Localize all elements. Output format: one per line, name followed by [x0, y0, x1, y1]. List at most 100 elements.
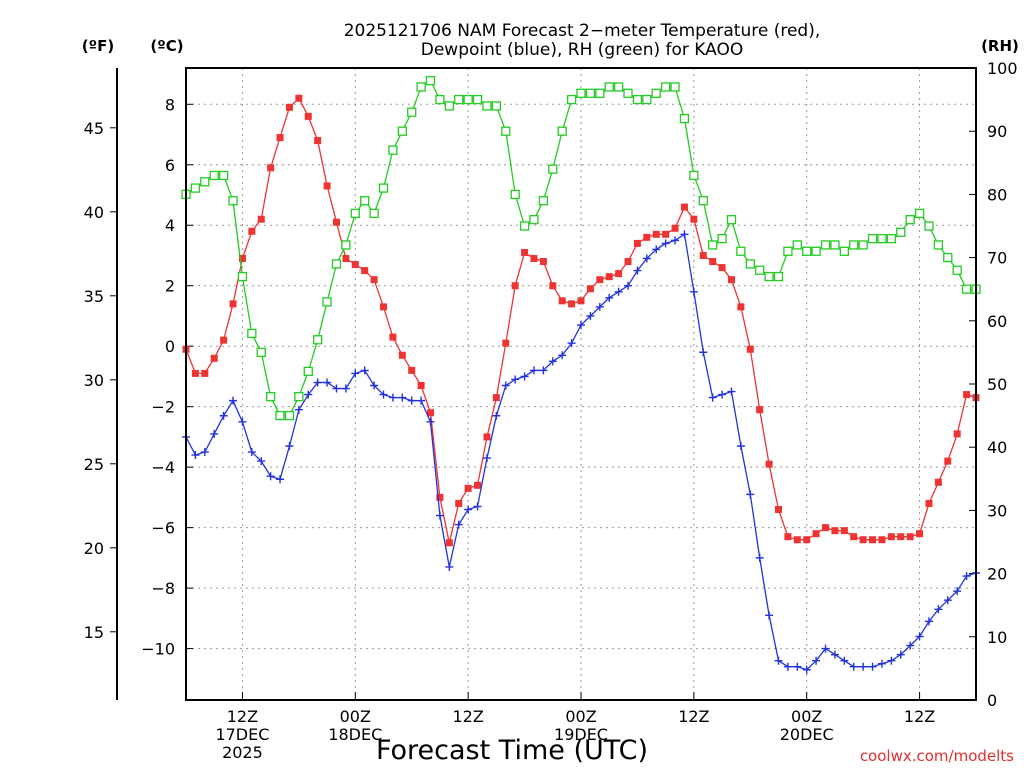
dewpoint-point	[755, 553, 764, 562]
time-tick-label: 2025	[222, 743, 263, 762]
2-meter-temperature-point	[380, 303, 387, 311]
rh-point	[322, 297, 332, 307]
dewpoint-point	[501, 381, 510, 390]
dewpoint-point	[624, 281, 633, 290]
2-meter-temperature-point	[934, 478, 942, 486]
rh-point	[472, 94, 483, 105]
rh-point	[755, 265, 765, 275]
celsius-tick-label: 0	[165, 337, 175, 356]
celsius-tick-label: −8	[151, 579, 175, 598]
chart-title-line-1: 2025121706 NAM Forecast 2−meter Temperat…	[344, 21, 821, 41]
time-tick-label: 12Z	[904, 707, 935, 726]
dewpoint-point	[558, 351, 567, 360]
rh-point	[943, 252, 953, 263]
dewpoint-point	[802, 665, 811, 674]
dewpoint-point	[765, 611, 774, 620]
time-tick-label: 00Z	[340, 707, 371, 726]
dewpoint-point	[247, 448, 256, 457]
2-meter-temperature-point	[521, 248, 529, 256]
rh-point	[736, 246, 746, 256]
celsius-tick-label: −4	[151, 458, 175, 477]
fahrenheit-tick-label: 20	[84, 539, 104, 558]
2-meter-temperature-point	[690, 215, 698, 223]
2-meter-temperature-point	[445, 539, 453, 547]
dewpoint-point	[821, 644, 830, 653]
rh-point	[708, 240, 718, 250]
rh-point	[425, 75, 436, 86]
dewpoint-point	[934, 605, 943, 614]
dewpoint-point	[407, 396, 416, 405]
fahrenheit-tick-label: 15	[84, 623, 104, 642]
dewpoint-point	[435, 511, 444, 520]
rh-point	[313, 335, 323, 345]
rh-tick-label: 50	[987, 375, 1007, 394]
rh-point	[595, 88, 605, 98]
celsius-tick-label: −10	[141, 640, 175, 659]
dewpoint-point	[304, 390, 313, 399]
rh-point	[350, 208, 360, 219]
rh-tick-label: 10	[987, 628, 1007, 647]
chart-title-line-2: Dewpoint (blue), RH (green) for KAOO	[421, 40, 744, 60]
dewpoint-point	[727, 387, 736, 396]
time-tick-label: 18DEC	[328, 725, 382, 744]
celsius-tick-label: 8	[165, 95, 175, 114]
2-meter-temperature-point	[568, 300, 576, 308]
2-meter-temperature-point	[502, 339, 510, 347]
2-meter-temperature-point	[953, 430, 961, 438]
rh-point	[482, 101, 492, 111]
rh-point	[651, 88, 661, 98]
rh-point	[717, 233, 727, 244]
dewpoint-point	[718, 390, 727, 399]
dewpoint-point	[370, 381, 379, 390]
rh-point	[388, 145, 398, 155]
rh-point	[275, 410, 285, 421]
rh-point	[247, 328, 257, 339]
dewpoint-point	[379, 390, 388, 399]
dewpoint-point	[210, 429, 219, 438]
rh-point	[698, 196, 708, 206]
fahrenheit-tick-label: 40	[84, 203, 104, 222]
dewpoint-point	[877, 659, 886, 668]
dewpoint-point	[454, 520, 463, 529]
2-meter-temperature-point	[351, 261, 359, 269]
rh-point	[933, 240, 944, 250]
2-meter-temperature-point	[455, 499, 463, 507]
dewpoint-point	[586, 311, 595, 320]
rh-point	[416, 82, 426, 92]
rh-point	[792, 240, 802, 250]
2-meter-temperature-point	[746, 345, 754, 353]
2-meter-temperature-point	[398, 351, 406, 359]
axis-ticks: 86420−2−4−6−8−10454035302520151009080706…	[84, 59, 1018, 762]
rh-tick-label: 20	[987, 565, 1007, 584]
2-meter-temperature-point	[483, 433, 491, 441]
dewpoint-point	[229, 396, 238, 405]
rh-point	[360, 196, 370, 206]
time-tick-label: 00Z	[791, 707, 822, 726]
dewpoint-point	[671, 236, 680, 245]
rh-point	[341, 240, 351, 250]
dewpoint-point	[398, 393, 407, 402]
dewpoint-point	[360, 366, 369, 375]
2-meter-temperature-point	[775, 505, 782, 513]
dewpoint-point	[567, 339, 576, 348]
time-tick-label: 00Z	[565, 707, 596, 726]
rh-point	[576, 88, 586, 98]
2-meter-temperature-point	[840, 527, 848, 535]
celsius-unit-label: (ºC)	[150, 37, 183, 55]
2-meter-temperature-point	[765, 460, 773, 468]
rh-point	[435, 94, 445, 105]
2-meter-temperature-point	[831, 527, 839, 535]
2-meter-temperature-point	[680, 203, 688, 211]
rh-tick-label: 40	[987, 438, 1007, 457]
rh-point	[519, 221, 530, 231]
2-meter-temperature-point	[417, 382, 425, 390]
2-meter-temperature-point	[539, 258, 547, 266]
dewpoint-point	[323, 378, 332, 387]
time-tick-label: 20DEC	[780, 725, 834, 744]
rh-point	[623, 88, 633, 98]
rh-point	[209, 170, 219, 181]
dewpoint-point	[924, 617, 933, 626]
rh-point	[407, 107, 417, 117]
rh-point	[585, 88, 596, 98]
dewpoint-point	[906, 641, 915, 650]
